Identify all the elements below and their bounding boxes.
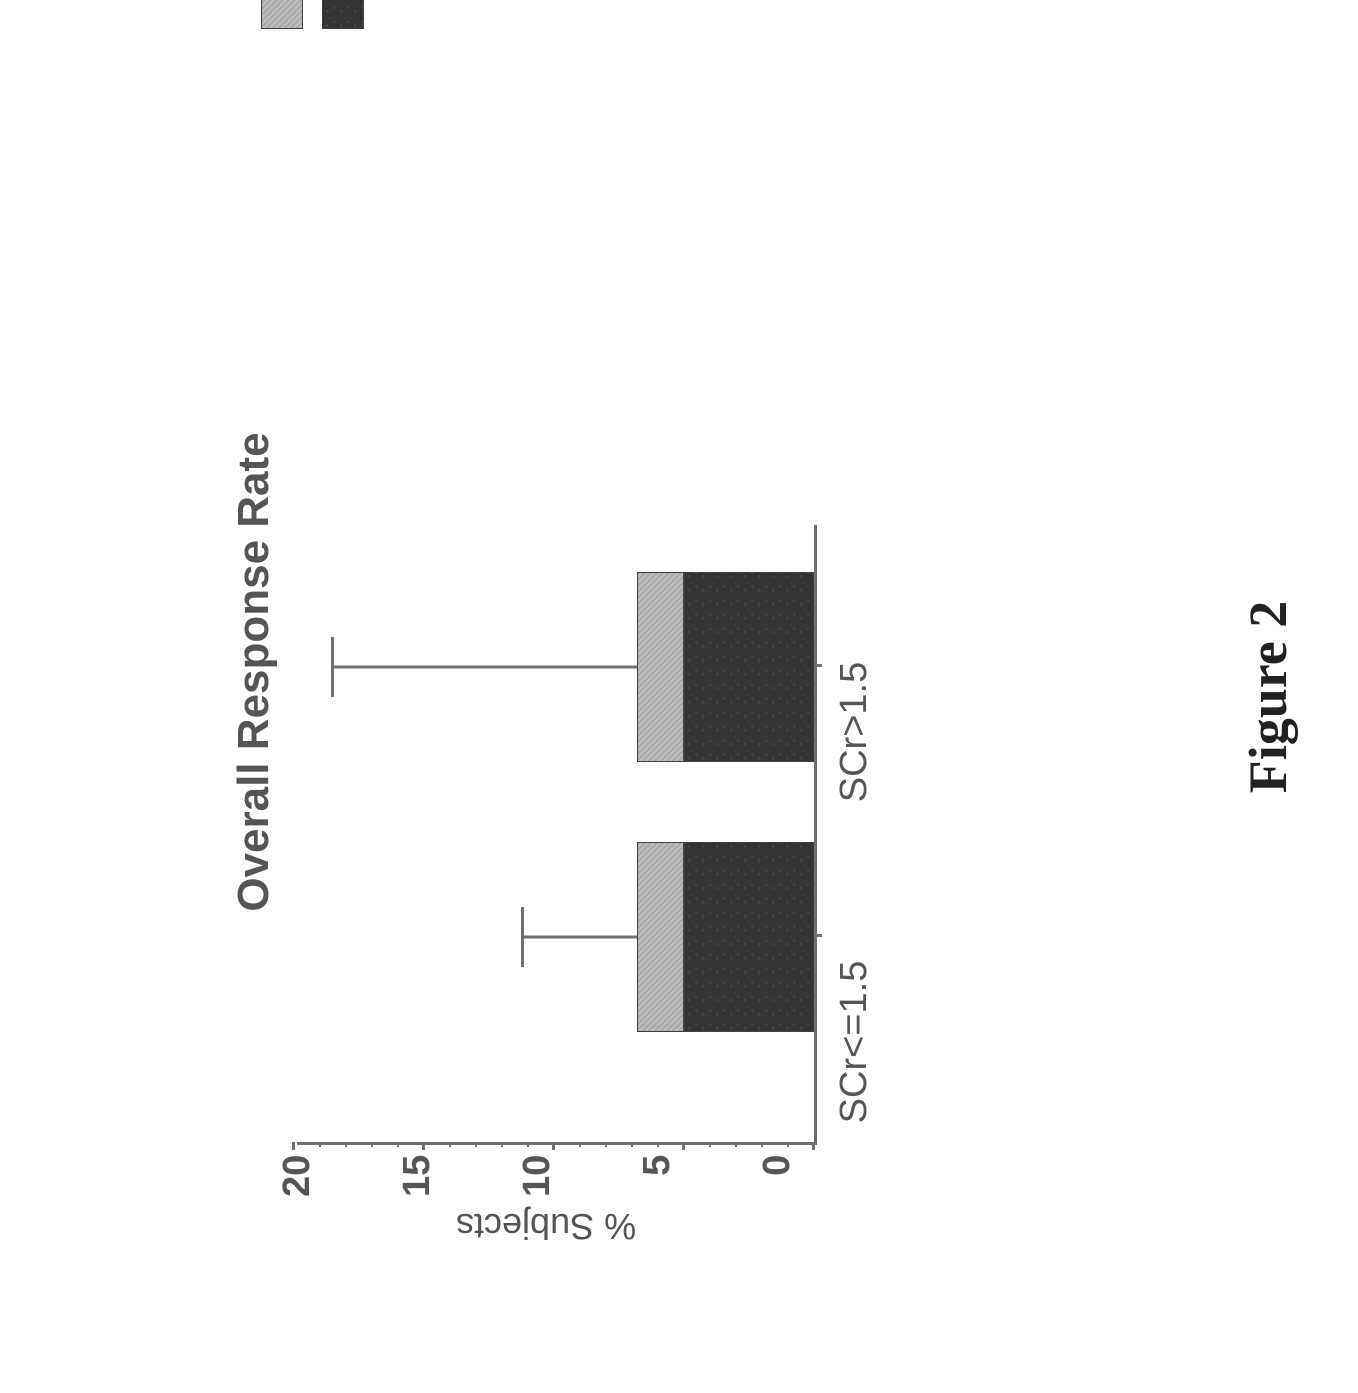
xtick-mark — [814, 663, 822, 666]
y-tick-labels: 20 15 10 5 0 — [277, 1144, 797, 1196]
error-bar — [333, 665, 637, 668]
chart-block: Overall Response Rate % Subjects 20 15 1… — [229, 147, 1129, 1247]
bar-segment-pr — [684, 571, 814, 761]
ytick-mark-minor — [345, 1141, 347, 1146]
error-bar — [523, 935, 637, 938]
xtick-mark — [814, 933, 822, 936]
chart-title: Overall Response Rate — [229, 147, 279, 1197]
legend-item-pr: PR — [320, 0, 365, 28]
ytick-mark-minor — [449, 1141, 451, 1146]
ytick-mark-minor — [319, 1141, 321, 1146]
ytick-mark-minor — [605, 1141, 607, 1146]
ytick-mark-minor — [579, 1141, 581, 1146]
ytick-15: 15 — [397, 1154, 437, 1196]
plot-area-wrap: 20 15 10 5 0 CR — [297, 524, 817, 1196]
ytick-mark-major — [292, 1141, 295, 1149]
bar-segment-pr — [684, 841, 814, 1031]
legend-swatch-pr — [322, 0, 364, 28]
bar-group-1 — [637, 571, 814, 761]
bar-group-0 — [637, 841, 814, 1031]
error-bar-cap — [521, 906, 524, 966]
ytick-mark-minor — [709, 1141, 711, 1146]
x-tick-labels: SCr<=1.5 SCr>1.5 — [833, 577, 876, 1197]
ytick-mark-minor — [527, 1141, 529, 1146]
ytick-mark-minor — [397, 1141, 399, 1146]
ytick-mark-minor — [631, 1141, 633, 1146]
legend: CR PR — [259, 0, 365, 28]
plot-with-xlabels: 20 15 10 5 0 CR — [297, 524, 876, 1196]
ytick-mark-minor — [475, 1141, 477, 1146]
bar-segment-cr — [637, 571, 684, 761]
plot-area — [297, 524, 817, 1144]
ytick-mark-minor — [657, 1141, 659, 1146]
ytick-mark-major — [422, 1141, 425, 1149]
legend-swatch-cr — [261, 0, 303, 28]
ytick-mark-major — [812, 1141, 815, 1149]
ytick-mark-minor — [735, 1141, 737, 1146]
bar-segment-cr — [637, 841, 684, 1031]
ytick-mark-minor — [787, 1141, 789, 1146]
figure-caption: Figure 2 — [1237, 147, 1299, 1247]
ytick-mark-minor — [501, 1141, 503, 1146]
xtick-1: SCr>1.5 — [833, 612, 876, 852]
chart-row: % Subjects 20 15 10 5 0 — [297, 147, 876, 1247]
ytick-mark-major — [682, 1141, 685, 1149]
ytick-mark-minor — [371, 1141, 373, 1146]
rotated-figure-container: Overall Response Rate % Subjects 20 15 1… — [229, 147, 1129, 1247]
ytick-mark-major — [552, 1141, 555, 1149]
ytick-0: 0 — [757, 1154, 797, 1175]
legend-item-cr: CR — [259, 0, 304, 28]
ytick-20: 20 — [277, 1154, 317, 1196]
xtick-0: SCr<=1.5 — [833, 922, 876, 1162]
ytick-5: 5 — [637, 1154, 677, 1175]
ytick-mark-minor — [761, 1141, 763, 1146]
y-axis-label: % Subjects — [456, 1205, 636, 1247]
ytick-10: 10 — [517, 1154, 557, 1196]
error-bar-cap — [331, 636, 334, 696]
